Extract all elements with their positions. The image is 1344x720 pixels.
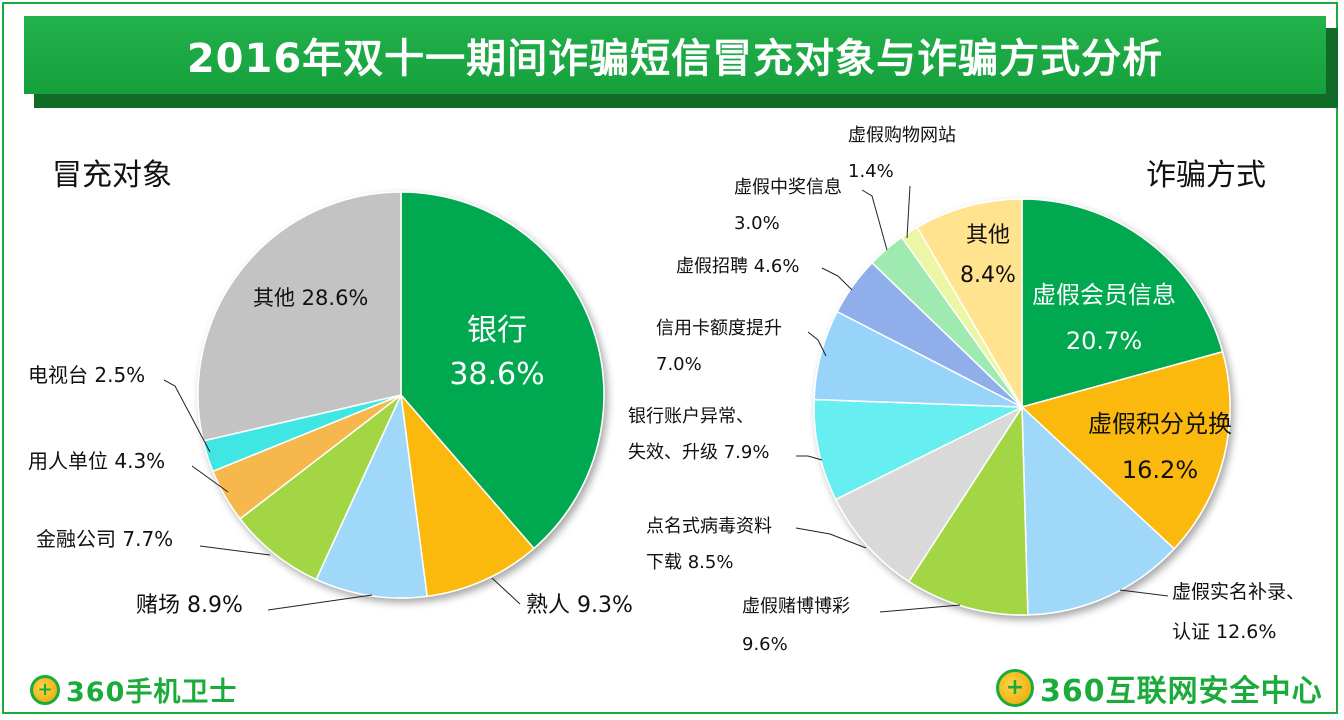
title-bar: 2016年双十一期间诈骗短信冒充对象与诈骗方式分析 <box>24 16 1326 94</box>
logo-text: 360手机卫士 <box>66 677 238 708</box>
slice-label-e8999ae58187e4b8ade5a596e4bfa1e681af: 虚假中奖信息 <box>734 177 842 198</box>
pie-slice-e585b6e4bb96 <box>197 191 402 442</box>
slice-label-e8999ae58187e4bc9ae59198e4bfa1e681af: 20.7% <box>1066 327 1142 355</box>
leader-line-e98791e89e8de585ace58fb8 <box>199 545 271 556</box>
logo-360-mobile-guard: + 360手机卫士 <box>30 670 237 709</box>
slice-label-e8b58ce59cba: 赌场 8.9% <box>136 593 243 618</box>
slice-label-e8999ae58187e5ae9ee5908de8a1a5e5bd95e380: 认证 12.6% <box>1172 621 1276 643</box>
leader-line-e993b6e8a18ce8b4a6e688b7e5bc82e5b8b8e380 <box>796 455 823 461</box>
slice-label-e8999ae58187e5ae9ee5908de8a1a5e5bd95e380: 虚假实名补录、 <box>1172 581 1305 603</box>
slice-label-e585b6e4bb96: 8.4% <box>960 263 1016 288</box>
plus-badge-icon: + <box>996 669 1034 707</box>
slice-label-e8999ae58187e8b58ce58d9ae58d9ae5bda9: 虚假赌博博彩 <box>742 596 850 617</box>
pie-slice-e8999ae58187e5ae9ee5908de8a1a5e5bd95e380 <box>1021 405 1176 616</box>
slice-label-e8999ae58187e8b58ce58d9ae58d9ae5bda9: 9.6% <box>742 634 788 655</box>
plus-badge-icon: + <box>30 674 60 705</box>
pie-slice-e782b9e5908de5bc8fe79785e6af92e8b584e696 <box>834 405 1025 583</box>
leader-line-e8b58ce59cba <box>267 594 373 611</box>
leader-line-e794b5e8a786e58fb0 <box>163 379 211 453</box>
pie-slice-e7869fe4baba <box>399 392 535 598</box>
leader-line-e794a8e4babae58d95e4bd8d <box>191 465 229 493</box>
leader-line-e4bfa1e794a8e58da1e9a29de5baa6e68f90e58d <box>807 331 827 357</box>
pie-chart-impersonated-targets: 银行 38.6% 熟人 9.3% 赌场 8.9% 金融公司 7.7% 用人单位 4.3% 电… <box>28 191 633 618</box>
logo-360-security-center: + 360互联网安全中心 <box>996 666 1323 710</box>
slice-label-e8999ae58187e4bc9ae59198e4bfa1e681af: 虚假会员信息 <box>1032 281 1176 309</box>
slice-label-e8999ae58187e68b9be88198: 虚假招聘 4.6% <box>676 256 799 277</box>
slice-label-e993b6e8a18ce8b4a6e688b7e5bc82e5b8b8e380: 银行账户异常、 <box>628 406 754 427</box>
pie-slice-e98791e89e8de585ace58fb8 <box>239 394 402 581</box>
leader-line-e8999ae58187e8b58ce58d9ae58d9ae5bda9 <box>879 604 961 613</box>
pie-chart-fraud-methods: 虚假会员信息 20.7% 虚假积分兑换 16.2% 虚假实名补录、认证 12.6% 虚假赌… <box>628 125 1305 655</box>
page-title: 2016年双十一期间诈骗短信冒充对象与诈骗方式分析 <box>186 36 1164 82</box>
leader-line-e8999ae58187e4b8ade5a596e4bfa1e681af <box>861 189 888 251</box>
pie-slice-e993b6e8a18ce8b4a6e688b7e5bc82e5b8b8e380 <box>813 398 1023 501</box>
slice-label-e794b5e8a786e58fb0: 电视台 2.5% <box>28 363 145 387</box>
leader-line-e8999ae58187e68b9be88198 <box>821 267 853 291</box>
leader-line-e7869fe4baba <box>491 577 521 605</box>
pie-slice-e585b6e4bb96 <box>916 198 1023 410</box>
chart-title-fraud-methods: 诈骗方式 <box>1146 158 1266 193</box>
slice-label-e782b9e5908de5bc8fe79785e6af92e8b584e696: 下载 8.5% <box>646 552 733 573</box>
pie-slices <box>197 191 605 599</box>
slice-label-e993b6e8a18c: 38.6% <box>449 357 544 392</box>
slice-label-e993b6e8a18c: 银行 <box>467 313 527 348</box>
slice-label-e4bfa1e794a8e58da1e9a29de5baa6e68f90e58d: 信用卡额度提升 <box>656 318 782 339</box>
leader-line-e782b9e5908de5bc8fe79785e6af92e8b584e696 <box>795 527 867 549</box>
pie-slices <box>813 198 1231 616</box>
pie-slice-e8999ae58187e4bc9ae59198e4bfa1e681af <box>1021 198 1224 408</box>
slice-label-e8999ae58187e7a7afe58886e58591e68da2: 16.2% <box>1122 456 1198 484</box>
leader-line-e8999ae58187e5ae9ee5908de8a1a5e5bd95e380 <box>1119 589 1169 597</box>
slice-label-e8999ae58187e7a7afe58886e58591e68da2: 虚假积分兑换 <box>1088 410 1232 438</box>
pie-slice-e993b6e8a18c <box>400 191 605 550</box>
slice-label-e782b9e5908de5bc8fe79785e6af92e8b584e696: 点名式病毒资料 <box>646 516 772 537</box>
slice-label-e993b6e8a18ce8b4a6e688b7e5bc82e5b8b8e380: 失效、升级 7.9% <box>628 442 769 463</box>
logo-text: 360互联网安全中心 <box>1040 674 1323 709</box>
slice-label-e98791e89e8de585ace58fb8: 金融公司 7.7% <box>36 527 173 551</box>
slice-label-e4bfa1e794a8e58da1e9a29de5baa6e68f90e58d: 7.0% <box>656 354 702 375</box>
slice-label-e585b6e4bb96: 其他 28.6% <box>253 286 368 310</box>
pie-slice-e8999ae58187e7a7afe58886e58591e68da2 <box>1020 350 1231 550</box>
slice-label-e8999ae58187e8b4ade789a9e7bd91e7ab99: 1.4% <box>848 161 894 182</box>
pie-slice-e8999ae58187e8b58ce58d9ae58d9ae5bda9 <box>907 404 1029 616</box>
chart-title-impersonated-targets: 冒充对象 <box>52 158 172 193</box>
slice-label-e8999ae58187e8b4ade789a9e7bd91e7ab99: 虚假购物网站 <box>848 125 956 146</box>
slice-label-e585b6e4bb96: 其他 <box>966 223 1010 248</box>
leader-line-e8999ae58187e8b4ade789a9e7bd91e7ab99 <box>906 185 911 239</box>
slice-label-e8999ae58187e4b8ade5a596e4bfa1e681af: 3.0% <box>734 213 780 234</box>
slice-label-e7869fe4baba: 熟人 9.3% <box>526 593 633 618</box>
slice-label-e794a8e4babae58d95e4bd8d: 用人单位 4.3% <box>28 449 165 473</box>
